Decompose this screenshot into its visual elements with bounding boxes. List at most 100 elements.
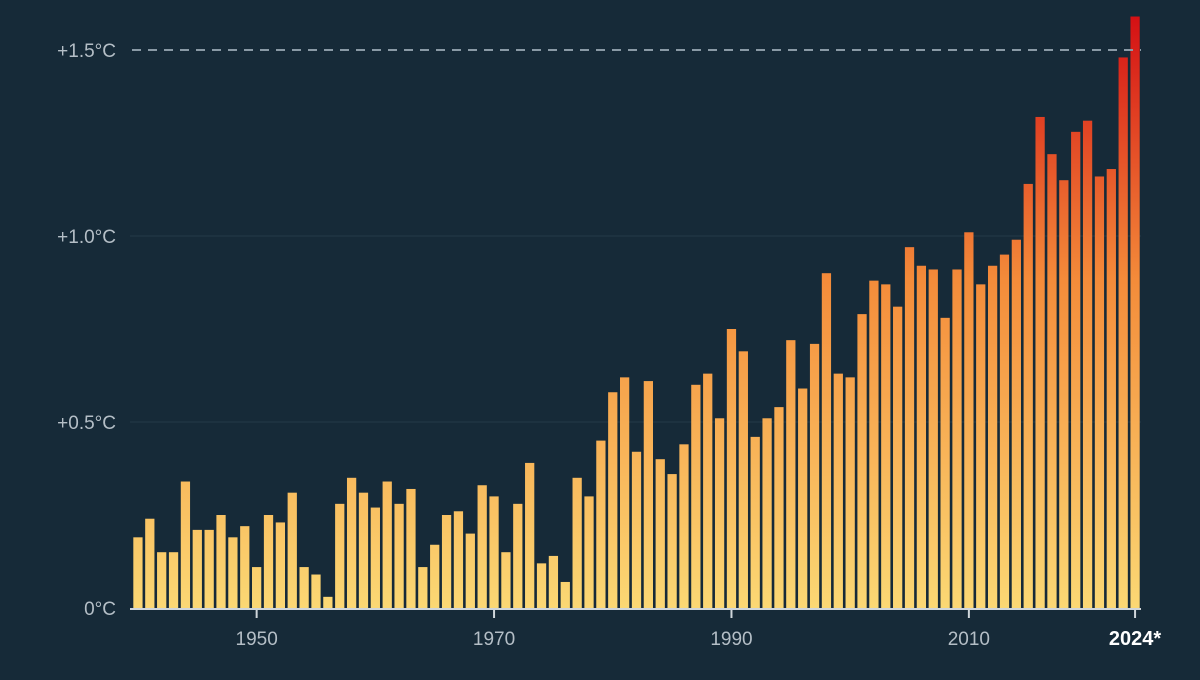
bar-1980 <box>608 392 618 608</box>
bar-1945 <box>192 529 202 608</box>
bar-2007 <box>928 269 938 608</box>
bar-2002 <box>869 280 879 608</box>
bar-1951 <box>263 515 274 608</box>
bar-1981 <box>620 377 630 608</box>
bar-1995 <box>786 340 796 608</box>
bar-1978 <box>584 496 594 608</box>
bar-1994 <box>774 407 784 608</box>
bar-1987 <box>691 384 701 608</box>
bar-1991 <box>738 351 748 608</box>
bar-1970 <box>489 496 499 608</box>
bar-1999 <box>833 373 843 608</box>
bar-1959 <box>358 492 369 608</box>
bar-2012 <box>987 265 998 608</box>
bars <box>133 16 1140 609</box>
bar-2003 <box>881 284 891 608</box>
bar-2011 <box>976 284 986 608</box>
bar-1965 <box>430 544 440 608</box>
bar-1972 <box>513 503 523 608</box>
bar-1969 <box>477 485 487 608</box>
bar-1974 <box>536 563 547 608</box>
bar-1949 <box>240 526 250 608</box>
x-tick-label: 2010 <box>948 629 990 650</box>
bar-1957 <box>335 503 345 608</box>
bar-1986 <box>679 444 689 608</box>
bar-1943 <box>168 552 179 608</box>
bar-2010 <box>964 232 974 608</box>
bar-1961 <box>382 481 392 608</box>
bar-2024 <box>1130 16 1140 608</box>
bar-1960 <box>370 507 380 608</box>
x-tick-label: 1950 <box>236 629 278 650</box>
bar-1950 <box>252 567 262 608</box>
y-tick-label: +1.0°C <box>57 227 116 248</box>
bar-1975 <box>548 555 559 608</box>
bar-1984 <box>655 459 665 608</box>
bar-2019 <box>1071 131 1081 608</box>
bar-2006 <box>916 265 927 608</box>
bar-1940 <box>133 537 143 608</box>
bar-2014 <box>1011 239 1021 608</box>
bar-1971 <box>501 552 511 608</box>
bar-2004 <box>893 306 903 608</box>
bar-1985 <box>667 474 677 608</box>
bar-1952 <box>275 522 286 608</box>
bar-1941 <box>145 518 155 608</box>
bar-2017 <box>1047 154 1057 608</box>
bar-2018 <box>1059 180 1069 608</box>
bar-1988 <box>703 373 713 608</box>
bar-1989 <box>714 418 725 608</box>
bar-2013 <box>999 254 1010 608</box>
bar-1953 <box>287 492 297 608</box>
bar-1983 <box>643 381 653 608</box>
bar-1993 <box>762 418 772 608</box>
bar-1947 <box>216 515 226 608</box>
bar-1998 <box>821 273 832 608</box>
bar-2005 <box>904 247 915 608</box>
bar-1982 <box>631 451 642 608</box>
y-tick-labels: 0°C +0.5°C +1.0°C +1.5°C <box>57 41 116 620</box>
bar-1990 <box>726 329 737 608</box>
bar-1958 <box>346 477 357 608</box>
bar-1968 <box>465 533 475 608</box>
bar-1964 <box>418 567 428 608</box>
bar-1962 <box>394 503 404 608</box>
bar-2016 <box>1035 116 1045 609</box>
bar-2023 <box>1118 57 1128 608</box>
x-tick-label: 1970 <box>473 629 515 650</box>
bar-1954 <box>299 567 309 608</box>
bar-1948 <box>228 537 238 608</box>
bar-1977 <box>572 477 582 608</box>
bar-1976 <box>560 581 570 608</box>
y-tick-label: +1.5°C <box>57 41 116 62</box>
x-tick-label-highlight: 2024* <box>1109 628 1161 650</box>
bar-2000 <box>845 377 855 608</box>
bar-2021 <box>1094 176 1105 609</box>
bar-2001 <box>857 314 867 608</box>
bar-1956 <box>323 596 333 608</box>
x-axis <box>130 608 1141 618</box>
y-tick-label: 0°C <box>84 599 116 620</box>
bar-1955 <box>311 574 321 608</box>
x-tick-label: 1990 <box>710 629 752 650</box>
bar-2022 <box>1106 169 1116 609</box>
bar-1967 <box>453 511 464 608</box>
bar-1973 <box>525 462 535 608</box>
y-tick-label: +0.5°C <box>57 413 116 434</box>
bar-1979 <box>596 440 606 608</box>
x-tick-labels: 1950 1970 1990 2010 2024* <box>236 628 1162 650</box>
bar-2009 <box>952 269 962 608</box>
bar-1963 <box>406 488 416 608</box>
bar-1946 <box>204 529 214 608</box>
bar-2008 <box>940 317 950 608</box>
bar-1944 <box>180 481 191 608</box>
bar-1992 <box>750 436 760 608</box>
bar-2020 <box>1082 120 1093 609</box>
bar-1942 <box>157 552 167 608</box>
bar-1966 <box>441 515 452 608</box>
bar-1996 <box>798 388 808 608</box>
bar-2015 <box>1023 183 1033 609</box>
bar-1997 <box>809 343 820 608</box>
